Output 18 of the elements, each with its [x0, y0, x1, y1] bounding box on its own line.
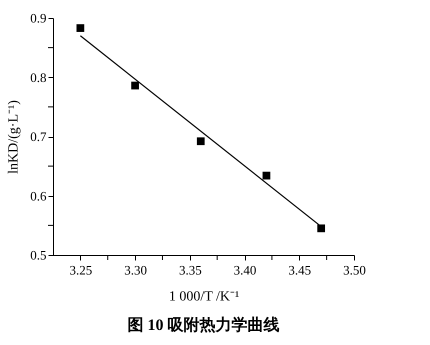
- y-tick-label: 0.6: [30, 188, 47, 204]
- x-tick-label: 3.25: [69, 262, 92, 278]
- x-tick-label: 3.30: [124, 262, 147, 278]
- x-tick-label: 3.35: [178, 262, 202, 278]
- x-tick-label: 3.45: [288, 262, 312, 278]
- y-tick-label: 0.7: [30, 129, 47, 144]
- y-tick-label: 0.8: [30, 70, 46, 85]
- y-axis-title: lnKD/(g·L⁻¹): [6, 100, 22, 174]
- x-axis-title: 1 000/T /K⁻¹: [168, 290, 240, 304]
- x-tick-label: 3.50: [343, 262, 366, 278]
- point: [76, 24, 84, 32]
- x-tick-label: 3.40: [234, 262, 256, 278]
- point: [196, 137, 205, 146]
- y-tick-label: 0.5: [30, 248, 46, 262]
- caption: 图 10 吸附热力学曲线: [128, 316, 280, 334]
- point: [131, 82, 139, 90]
- y-tick-label: 0.9: [30, 10, 46, 26]
- point: [262, 172, 270, 180]
